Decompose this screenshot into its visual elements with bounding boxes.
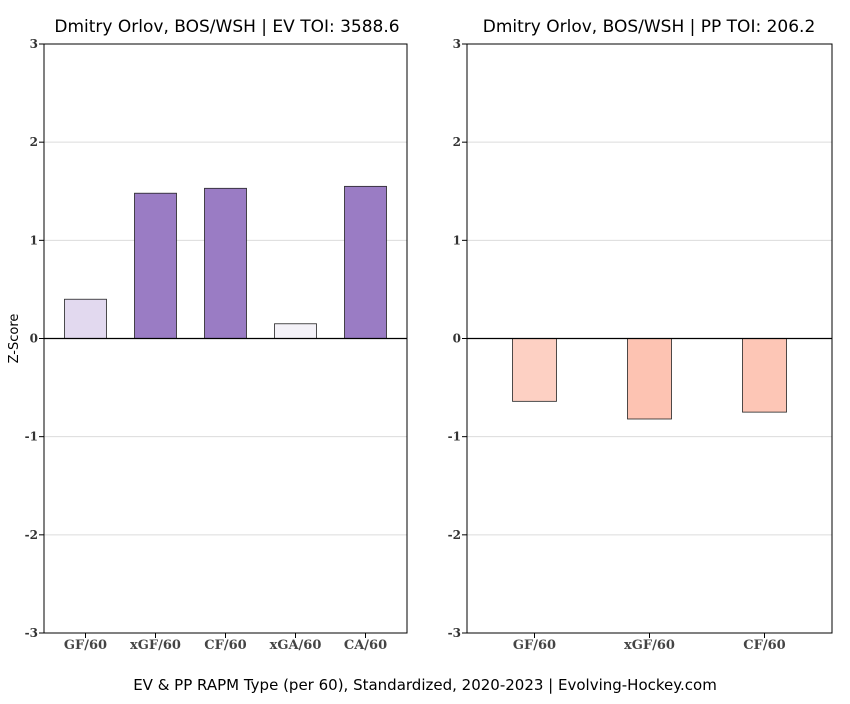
x-tick-label: GF/60	[64, 638, 107, 653]
bar-ca-per-60	[344, 185, 387, 339]
y-tick-label: 0	[30, 332, 38, 346]
chart-title: Dmitry Orlov, BOS/WSH | PP TOI: 206.2	[483, 17, 816, 37]
bar-cf-per-60	[204, 187, 247, 339]
bar-gf-per-60	[64, 298, 107, 339]
x-tick-label: xGA/60	[270, 638, 322, 653]
ev-rapm-panel: Dmitry Orlov, BOS/WSH | EV TOI: 3588.6 -3…	[7, 17, 408, 653]
bar-gf-per-60	[512, 338, 557, 402]
bar-xgf-per-60	[134, 192, 177, 339]
y-tick-label: 3	[453, 37, 461, 51]
x-tick-label: CA/60	[344, 638, 387, 653]
bar-cf-per-60	[742, 338, 787, 413]
y-tick-label: 0	[453, 332, 461, 346]
y-tick-label: -3	[448, 626, 461, 640]
plot-frame	[466, 43, 833, 634]
x-tick-label: xGF/60	[130, 638, 181, 653]
bar-xga-per-60	[274, 323, 317, 339]
y-tick-label: 1	[453, 233, 461, 247]
x-tick-label: CF/60	[743, 638, 785, 653]
chart-title: Dmitry Orlov, BOS/WSH | EV TOI: 3588.6	[54, 17, 399, 37]
y-tick-label: -1	[25, 430, 38, 444]
x-tick-label: xGF/60	[624, 638, 675, 653]
y-tick-label: -2	[25, 528, 38, 542]
y-tick-label: -2	[448, 528, 461, 542]
y-tick-label: 1	[30, 233, 38, 247]
y-tick-label: 3	[30, 37, 38, 51]
x-tick-label: CF/60	[204, 638, 246, 653]
y-tick-label: 2	[30, 135, 38, 149]
y-tick-label: 2	[453, 135, 461, 149]
y-tick-label: -3	[25, 626, 38, 640]
bar-xgf-per-60	[627, 338, 672, 420]
figure-caption: EV & PP RAPM Type (per 60), Standardized…	[133, 676, 717, 694]
y-tick-label: -1	[448, 430, 461, 444]
x-tick-label: GF/60	[513, 638, 556, 653]
plot-frame	[43, 43, 408, 634]
y-axis-label: Z-Score	[7, 314, 22, 364]
pp-rapm-panel: Dmitry Orlov, BOS/WSH | PP TOI: 206.2 -3 -…	[448, 17, 833, 653]
